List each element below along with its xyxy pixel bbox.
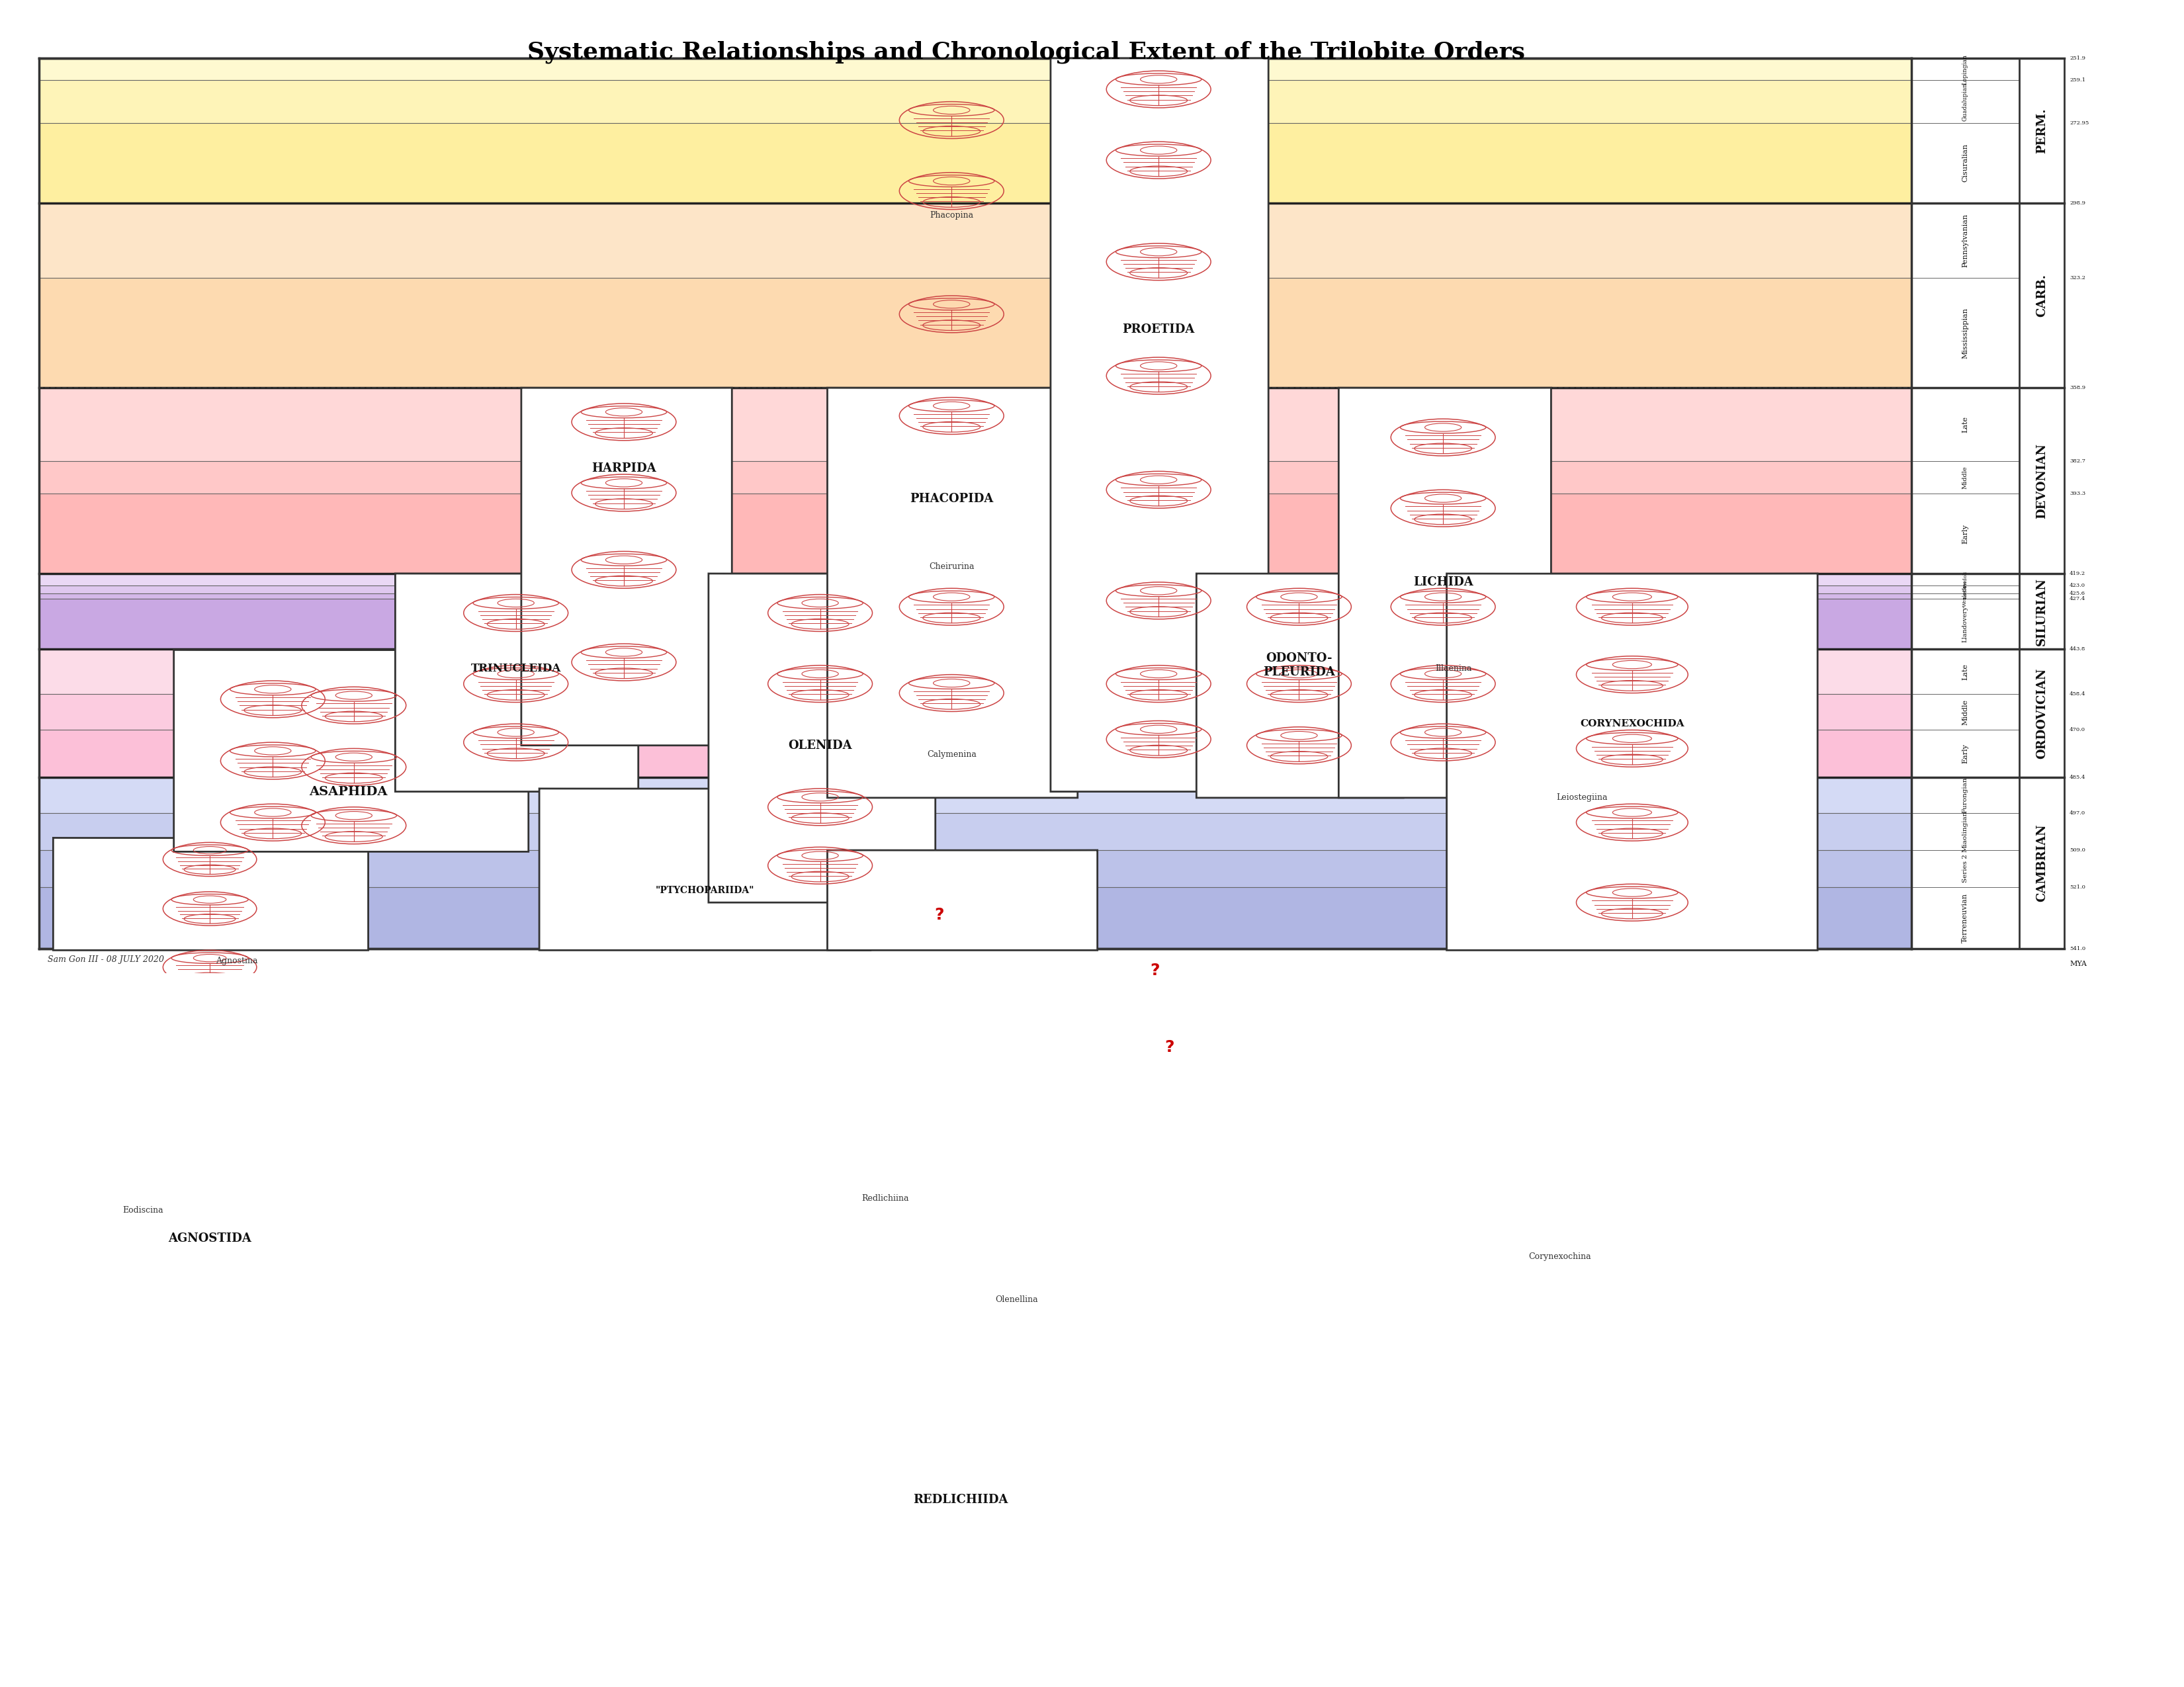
Polygon shape <box>1339 388 1551 798</box>
Text: Wenlock: Wenlock <box>1963 585 1968 607</box>
Text: "PTYCHOPARIIDA": "PTYCHOPARIIDA" <box>655 886 753 894</box>
Text: Calymenina: Calymenina <box>926 751 976 759</box>
Text: Ludlow: Ludlow <box>1963 580 1968 599</box>
Text: 272.95: 272.95 <box>2070 120 2088 127</box>
Text: OLENIDA: OLENIDA <box>788 739 852 751</box>
Text: Terreneuvian: Terreneuvian <box>1961 892 1968 943</box>
Text: ?: ? <box>1164 1039 1175 1054</box>
Text: Lopingian: Lopingian <box>1961 54 1968 84</box>
Text: Eodiscina: Eodiscina <box>122 1206 164 1215</box>
Text: 470.0: 470.0 <box>2070 727 2086 732</box>
Text: Sam Gon III - 08 JULY 2020: Sam Gon III - 08 JULY 2020 <box>48 955 164 963</box>
Text: ASAPHIDA: ASAPHIDA <box>310 786 387 798</box>
Text: MYA: MYA <box>2070 962 2086 967</box>
Text: TRINUCLEIDA: TRINUCLEIDA <box>472 663 561 675</box>
Text: CAMBRIAN: CAMBRIAN <box>2035 825 2049 903</box>
Text: CORYNEXOCHIDA: CORYNEXOCHIDA <box>1579 719 1684 729</box>
Polygon shape <box>522 388 732 746</box>
Polygon shape <box>828 388 1077 798</box>
Text: Middle: Middle <box>1961 466 1968 489</box>
Text: PERM.: PERM. <box>2035 108 2049 154</box>
Text: 541.0: 541.0 <box>2070 946 2086 951</box>
Text: Corynexochina: Corynexochina <box>1529 1252 1592 1260</box>
Text: 382.7: 382.7 <box>2070 459 2086 464</box>
Text: Mississippian: Mississippian <box>1961 307 1968 358</box>
Text: Pennsylvanian: Pennsylvanian <box>1961 214 1968 267</box>
Text: Cisuralian: Cisuralian <box>1961 143 1968 182</box>
Text: 521.0: 521.0 <box>2070 884 2086 889</box>
Text: Systematic Relationships and Chronological Extent of the Trilobite Orders: Systematic Relationships and Chronologic… <box>529 40 1524 64</box>
Text: Phacopina: Phacopina <box>930 211 974 219</box>
Text: Furongian: Furongian <box>1961 778 1968 813</box>
Text: 443.8: 443.8 <box>2070 646 2086 651</box>
Text: CARB.: CARB. <box>2035 273 2049 317</box>
Text: 425.6: 425.6 <box>2070 590 2086 596</box>
Text: HARPIDA: HARPIDA <box>592 462 655 474</box>
Text: 419.2: 419.2 <box>2070 570 2086 577</box>
Text: 485.4: 485.4 <box>2070 774 2086 779</box>
Polygon shape <box>708 574 935 903</box>
Text: AGNOSTIDA: AGNOSTIDA <box>168 1232 251 1245</box>
Text: Leiostegiina: Leiostegiina <box>1555 793 1607 801</box>
Text: SILURIAN: SILURIAN <box>2035 577 2049 646</box>
Text: Agnostina: Agnostina <box>216 957 258 965</box>
Text: 393.3: 393.3 <box>2070 491 2086 496</box>
Polygon shape <box>175 649 529 852</box>
Polygon shape <box>539 788 871 950</box>
Text: Olenellina: Olenellina <box>996 1296 1037 1304</box>
Text: 509.0: 509.0 <box>2070 847 2086 854</box>
Text: PHACOPIDA: PHACOPIDA <box>911 493 994 504</box>
Polygon shape <box>395 574 638 791</box>
Text: 358.9: 358.9 <box>2070 385 2086 390</box>
Polygon shape <box>1446 574 1817 950</box>
Polygon shape <box>1197 574 1404 798</box>
Text: Late: Late <box>1961 417 1968 432</box>
Text: Miaolingian: Miaolingian <box>1961 811 1968 852</box>
Text: ORDOVICIAN: ORDOVICIAN <box>2035 668 2049 759</box>
Text: LICHIDA: LICHIDA <box>1413 577 1472 589</box>
Text: Pridoli: Pridoli <box>1963 572 1968 587</box>
Text: 458.4: 458.4 <box>2070 692 2086 697</box>
Text: 323.2: 323.2 <box>2070 275 2086 280</box>
Text: Late: Late <box>1961 663 1968 680</box>
Text: REDLICHIIDA: REDLICHIIDA <box>913 1495 1009 1506</box>
Text: Cheirurina: Cheirurina <box>928 562 974 572</box>
Text: Illaenina: Illaenina <box>1435 665 1472 673</box>
Text: Early: Early <box>1961 523 1968 543</box>
Text: ?: ? <box>935 908 943 923</box>
Text: DEVONIAN: DEVONIAN <box>2035 444 2049 518</box>
Text: 423.0: 423.0 <box>2070 582 2086 587</box>
Text: ODONTO-
PLEURIDA: ODONTO- PLEURIDA <box>1262 653 1334 678</box>
Text: Early: Early <box>1961 744 1968 764</box>
Text: Middle: Middle <box>1961 698 1968 725</box>
Polygon shape <box>52 838 369 950</box>
Text: Llandovery: Llandovery <box>1961 606 1968 643</box>
Text: Redlichiina: Redlichiina <box>860 1194 909 1203</box>
Text: ?: ? <box>1151 962 1160 978</box>
Text: 497.0: 497.0 <box>2070 810 2086 817</box>
Text: 427.4: 427.4 <box>2070 596 2086 602</box>
Text: PROETIDA: PROETIDA <box>1123 324 1195 336</box>
Text: 259.1: 259.1 <box>2070 78 2086 83</box>
Polygon shape <box>1051 57 1269 791</box>
Text: 298.9: 298.9 <box>2070 201 2086 206</box>
Text: Series 2: Series 2 <box>1961 854 1968 882</box>
Text: 251.9: 251.9 <box>2070 56 2086 61</box>
Polygon shape <box>828 850 1096 950</box>
Text: Guadalupian: Guadalupian <box>1961 83 1968 121</box>
